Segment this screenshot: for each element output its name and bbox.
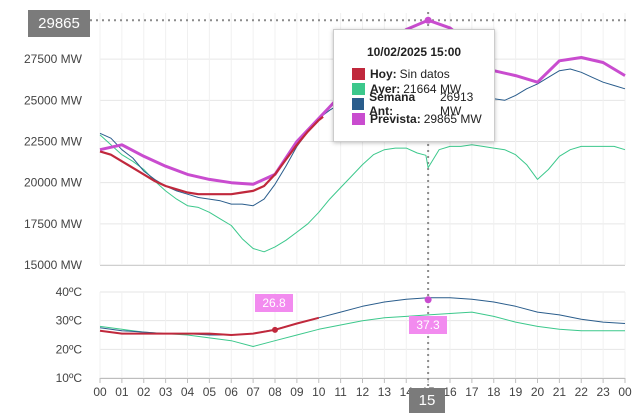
xtick-label: 11: [334, 385, 347, 399]
tooltip-value-semana: 26913 MW: [439, 89, 474, 118]
tooltip-value-prevista: 29865 MW: [423, 111, 482, 126]
ytick-top: 17500 MW: [24, 217, 83, 231]
swatch-semana: [352, 97, 365, 110]
xtick-label: 23: [596, 385, 610, 399]
ytick-bottom: 30ºC: [56, 314, 83, 328]
crosshair-hour-label: 15: [409, 388, 445, 413]
xtick-label: 10: [312, 385, 326, 399]
tooltip-row-semana: Semana Ant: 26913 MW: [334, 90, 494, 118]
xtick-label: 02: [137, 385, 151, 399]
ytick-top: 15000 MW: [24, 258, 83, 272]
xtick-label: 09: [290, 385, 304, 399]
marker-temp-hoy: [272, 326, 278, 333]
xtick-label: 08: [268, 385, 282, 399]
xtick-label: 20: [531, 385, 545, 399]
tooltip-title: 10/02/2025 15:00: [366, 45, 462, 59]
tooltip-label-ayer: Ayer:: [370, 81, 401, 96]
xtick-label: 13: [378, 385, 392, 399]
xtick-label: 00: [93, 385, 107, 399]
temp-label-prevista: 37.3: [409, 316, 447, 334]
xtick-label: 19: [509, 385, 523, 399]
series-ayer-demand: [99, 134, 626, 253]
crosshair-value-label: 29865: [28, 10, 90, 37]
tooltip-row-prevista: Prevista: 29865 MW: [334, 111, 494, 126]
xtick-label: 17: [465, 385, 479, 399]
series-ayer-temperature: [99, 311, 625, 347]
xtick-label: 06: [225, 385, 239, 399]
series-hoy-demand: [99, 115, 324, 196]
swatch-ayer: [352, 82, 365, 95]
xtick-label: 00: [618, 385, 632, 399]
xtick-label: 16: [443, 385, 457, 399]
tooltip-value-ayer: 21664 MW: [403, 81, 462, 96]
xtick-label: 01: [115, 385, 129, 399]
marker-prevista: [424, 16, 432, 24]
ytick-bottom: 40ºC: [56, 285, 83, 299]
ytick-top: 20000 MW: [24, 176, 83, 190]
series-hoy-temperature: [99, 316, 320, 336]
tooltip-label-hoy: Hoy:: [370, 66, 397, 81]
tooltip-label-semana: Semana Ant:: [369, 89, 416, 118]
tooltip-label-prevista: Prevista:: [370, 111, 421, 126]
xtick-label: 05: [203, 385, 217, 399]
xtick-label: 03: [159, 385, 173, 399]
swatch-hoy: [352, 67, 365, 80]
ytick-top: 25000 MW: [24, 93, 83, 107]
ytick-top: 22500 MW: [24, 135, 83, 149]
marker-temp-prevista: [424, 296, 432, 304]
xtick-label: 18: [487, 385, 501, 399]
ytick-bottom: 20ºC: [56, 342, 83, 356]
hover-tooltip: 10/02/2025 15:00 Hoy: Sin datos Ayer: 21…: [333, 29, 495, 142]
swatch-prevista: [352, 112, 365, 125]
tooltip-value-hoy: Sin datos: [399, 66, 450, 81]
ytick-top: 27500 MW: [24, 52, 83, 66]
ytick-bottom: 10ºC: [56, 371, 83, 385]
tooltip-row-ayer: Ayer: 21664 MW: [334, 81, 494, 96]
tooltip-row-hoy: Hoy: Sin datos: [334, 66, 494, 81]
xtick-label: 21: [553, 385, 567, 399]
xtick-label: 04: [181, 385, 195, 399]
xtick-label: 22: [575, 385, 589, 399]
temp-label-hoy: 26.8: [255, 294, 293, 312]
xtick-label: 12: [356, 385, 370, 399]
xtick-label: 07: [246, 385, 260, 399]
